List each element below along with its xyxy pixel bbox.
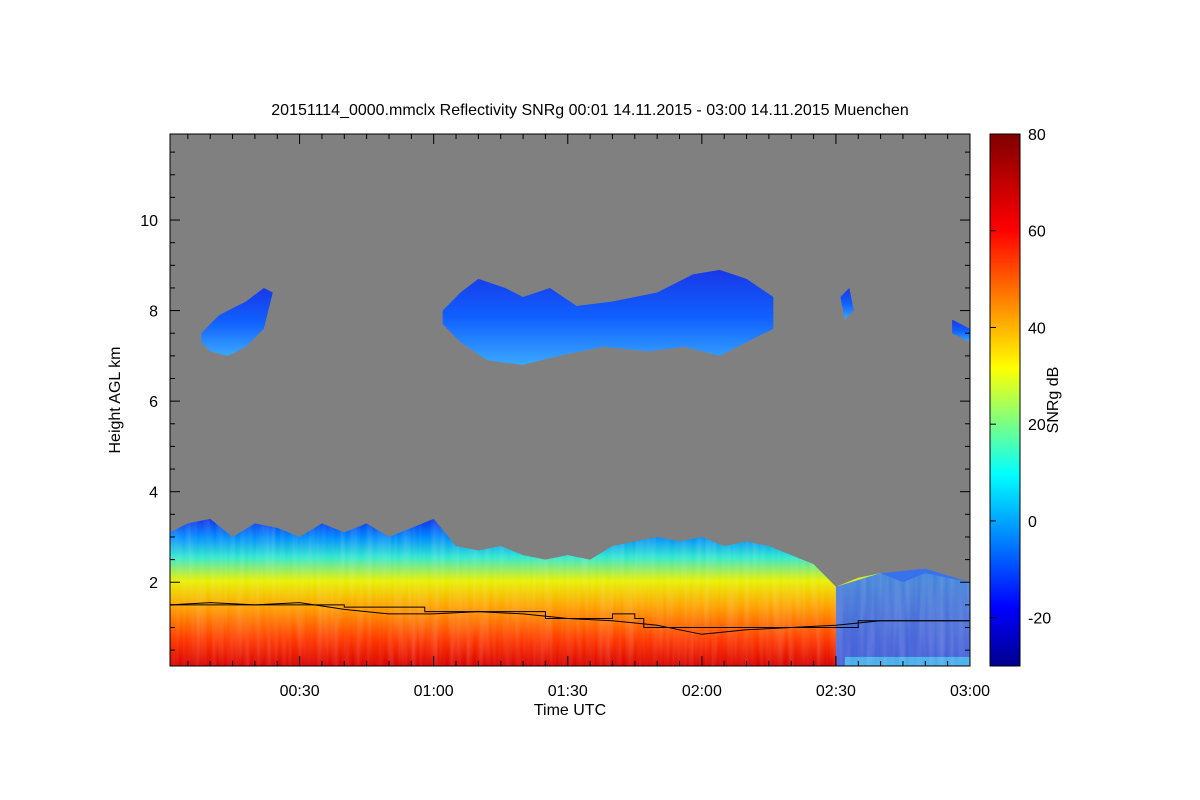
x-tick-label: 01:30 (548, 683, 588, 700)
colorbar-tick-label: 40 (1028, 320, 1046, 337)
colorbar-label: SNRg dB (1045, 367, 1062, 434)
x-tick-label: 03:00 (950, 683, 990, 700)
y-tick-label: 8 (149, 304, 158, 321)
colorbar-tick-label: 20 (1028, 417, 1046, 434)
chart-title: 20151114_0000.mmclx Reflectivity SNRg 00… (271, 102, 908, 119)
y-tick-label: 4 (149, 485, 158, 502)
x-tick-label: 02:00 (682, 683, 722, 700)
colorbar-tick-label: 80 (1028, 127, 1046, 144)
x-tick-label: 00:30 (280, 683, 320, 700)
colorbar-tick-label: 0 (1028, 514, 1037, 531)
y-tick-label: 10 (140, 213, 158, 230)
colorbar (990, 134, 1020, 666)
y-axis-label: Height AGL km (107, 346, 124, 453)
y-tick-label: 6 (149, 394, 158, 411)
y-tick-label: 2 (149, 575, 158, 592)
x-axis-label: Time UTC (534, 702, 606, 719)
colorbar-tick-label: -20 (1028, 611, 1051, 628)
colorbar-tick-label: 60 (1028, 224, 1046, 241)
x-tick-label: 01:00 (414, 683, 454, 700)
x-tick-label: 02:30 (816, 683, 856, 700)
